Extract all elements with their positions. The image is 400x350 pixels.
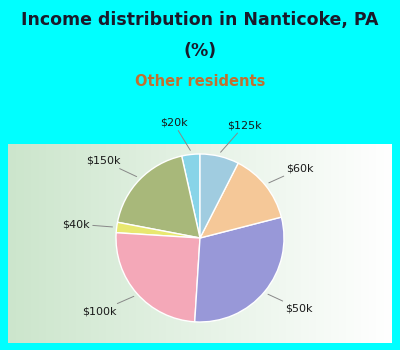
Wedge shape xyxy=(200,154,238,238)
Wedge shape xyxy=(116,233,200,322)
Text: $60k: $60k xyxy=(269,164,314,183)
Wedge shape xyxy=(116,222,200,238)
Text: Income distribution in Nanticoke, PA: Income distribution in Nanticoke, PA xyxy=(21,10,379,28)
Text: $20k: $20k xyxy=(160,118,190,150)
Text: Other residents: Other residents xyxy=(135,74,265,89)
Wedge shape xyxy=(195,217,284,322)
Wedge shape xyxy=(182,154,200,238)
Text: $40k: $40k xyxy=(62,219,112,229)
Text: $125k: $125k xyxy=(220,120,262,152)
Text: (%): (%) xyxy=(184,42,216,60)
Text: $50k: $50k xyxy=(268,294,313,314)
Text: $150k: $150k xyxy=(86,156,137,177)
Text: $100k: $100k xyxy=(82,296,134,316)
Wedge shape xyxy=(200,163,281,238)
Wedge shape xyxy=(118,156,200,238)
